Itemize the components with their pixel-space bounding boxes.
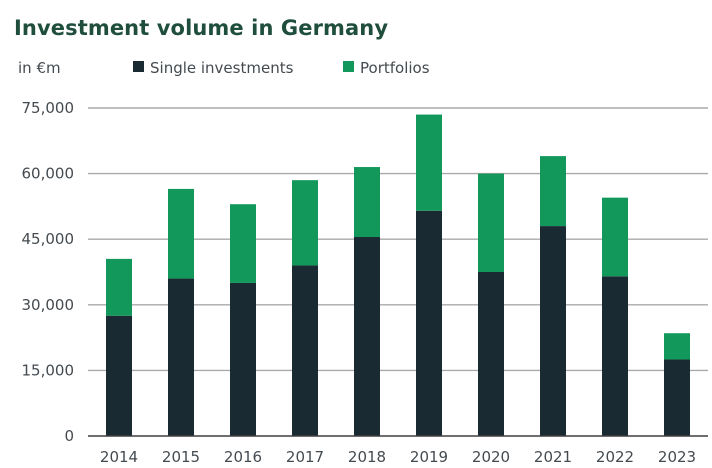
x-tick-label-2022: 2022 [596,448,634,466]
bar-2016-portfolio [230,204,256,283]
x-tick-label-2021: 2021 [534,448,572,466]
y-tick-label-5: 75,000 [22,99,75,117]
legend: Single investments Portfolios [133,59,430,77]
legend-label-1: Portfolios [360,59,430,77]
bar-2022-portfolio [602,197,628,277]
legend-swatch-1 [343,61,354,72]
bar-2017-portfolio [292,180,318,266]
x-tick-label-2020: 2020 [472,448,510,466]
y-tick-label-1: 15,000 [22,361,75,379]
y-tick-label-3: 45,000 [22,230,75,248]
gridlines: 0 15,000 30,000 45,000 60,000 75,000 [22,99,708,445]
bar-2017-single [292,265,318,436]
bar-2014-single [106,315,132,436]
bar-2020-single [478,272,504,436]
bars: 2014 2015 2016 2017 2018 2019 2020 2021 2022 2023 [100,114,696,466]
x-tick-label-2017: 2017 [286,448,324,466]
bar-2022-single [602,276,628,436]
bar-2018-single [354,237,380,436]
bar-2015-single [168,278,194,436]
bar-2015-portfolio [168,188,194,279]
bar-2023-portfolio [664,333,690,360]
bar-2018-portfolio [354,167,380,238]
bar-2019-single [416,210,442,436]
bar-2021-single [540,226,566,436]
x-tick-label-2018: 2018 [348,448,386,466]
x-tick-label-2015: 2015 [162,448,200,466]
x-tick-label-2016: 2016 [224,448,262,466]
x-tick-label-2014: 2014 [100,448,138,466]
bar-2020-portfolio [478,173,504,272]
chart-title: Investment volume in Germany [14,16,389,40]
legend-label-0: Single investments [150,59,294,77]
bar-2021-portfolio [540,156,566,227]
y-tick-label-4: 60,000 [22,165,75,183]
y-unit-label: in €m [18,59,61,77]
x-tick-label-2019: 2019 [410,448,448,466]
legend-swatch-0 [133,61,144,72]
x-tick-label-2023: 2023 [658,448,696,466]
bar-2014-portfolio [106,258,132,316]
y-tick-label-2: 30,000 [22,296,75,314]
bar-2019-portfolio [416,114,442,211]
y-tick-label-0: 0 [64,427,74,445]
bar-2016-single [230,282,256,436]
bar-2023-single [664,359,690,436]
